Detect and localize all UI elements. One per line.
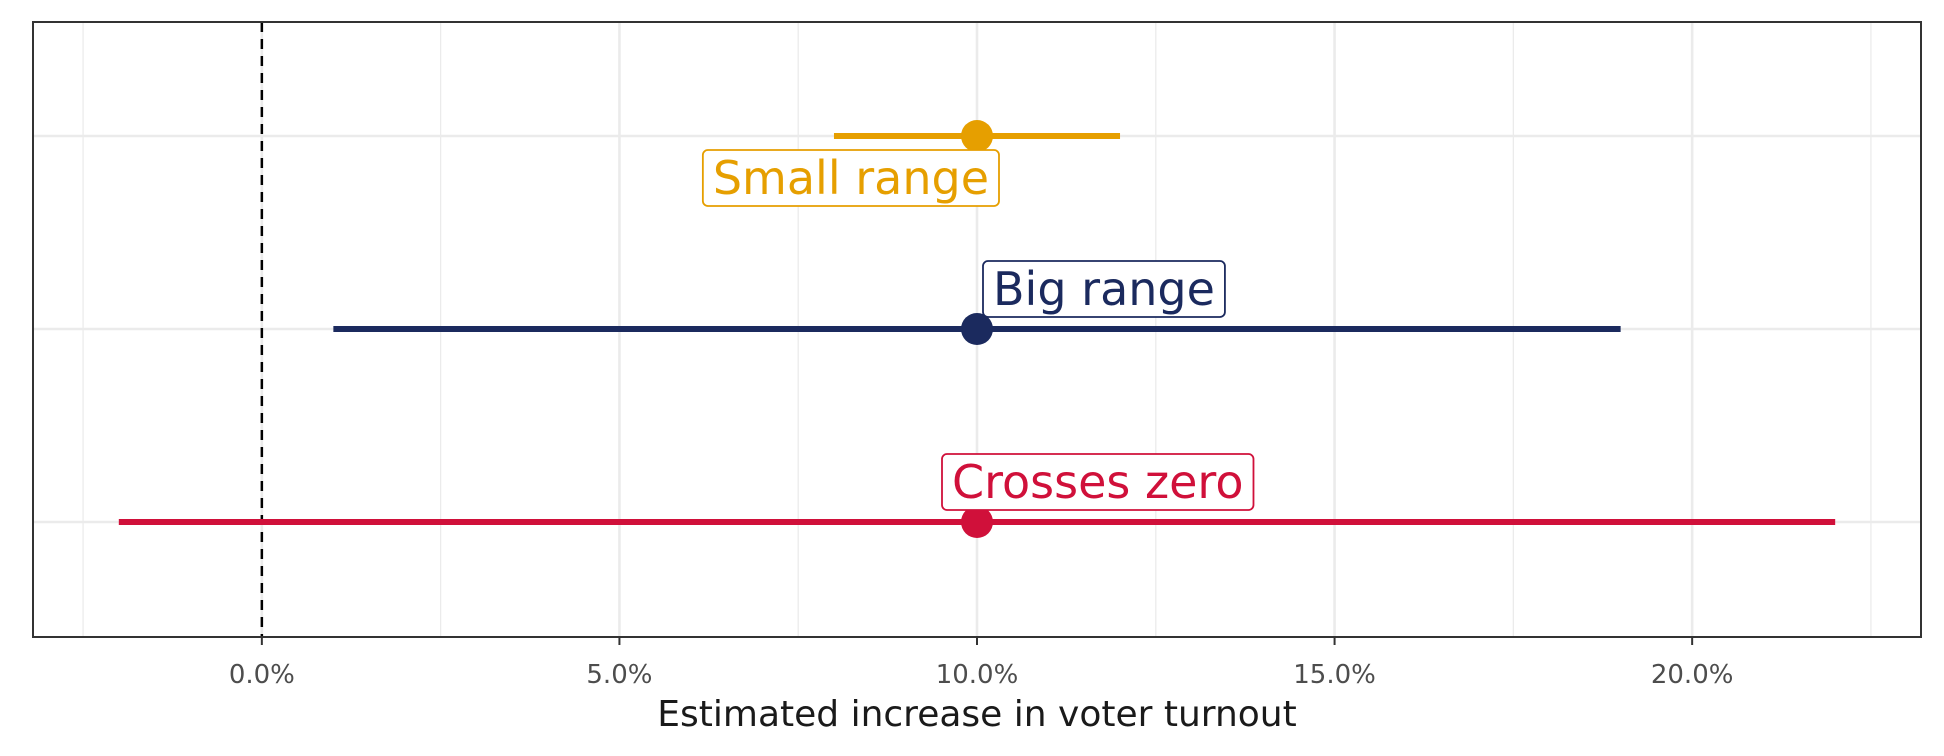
- point-estimate: [961, 120, 993, 152]
- annotation-box: [982, 260, 1226, 318]
- annotation-labels: Small range Big range Crosses zero: [701, 149, 1255, 511]
- series-small-range: [833, 120, 1121, 152]
- x-tick-label: 15.0%: [1293, 660, 1376, 690]
- annotation-text: Small range: [713, 151, 989, 205]
- annotation-label: Crosses zero: [941, 453, 1255, 511]
- x-axis-title: Estimated increase in voter turnout: [657, 694, 1296, 735]
- annotation-text: Crosses zero: [952, 455, 1243, 509]
- series-big-range: [333, 313, 1621, 345]
- series-crosses-zero: [118, 506, 1836, 538]
- annotation-label: Big range: [982, 260, 1226, 318]
- annotation-box: [941, 453, 1255, 511]
- point-estimate: [961, 506, 993, 538]
- point-estimate: [961, 313, 993, 345]
- annotation-label: Small range: [701, 149, 1000, 207]
- series-group: [118, 120, 1836, 538]
- x-axis: 0.0% 5.0% 10.0% 15.0% 20.0%: [229, 637, 1734, 690]
- x-tick-label: 10.0%: [936, 660, 1019, 690]
- x-tick-label: 0.0%: [229, 660, 295, 690]
- x-tick-label: 20.0%: [1651, 660, 1734, 690]
- annotation-box: [701, 149, 1000, 207]
- x-tick-label: 5.0%: [586, 660, 652, 690]
- annotation-text: Big range: [993, 262, 1215, 316]
